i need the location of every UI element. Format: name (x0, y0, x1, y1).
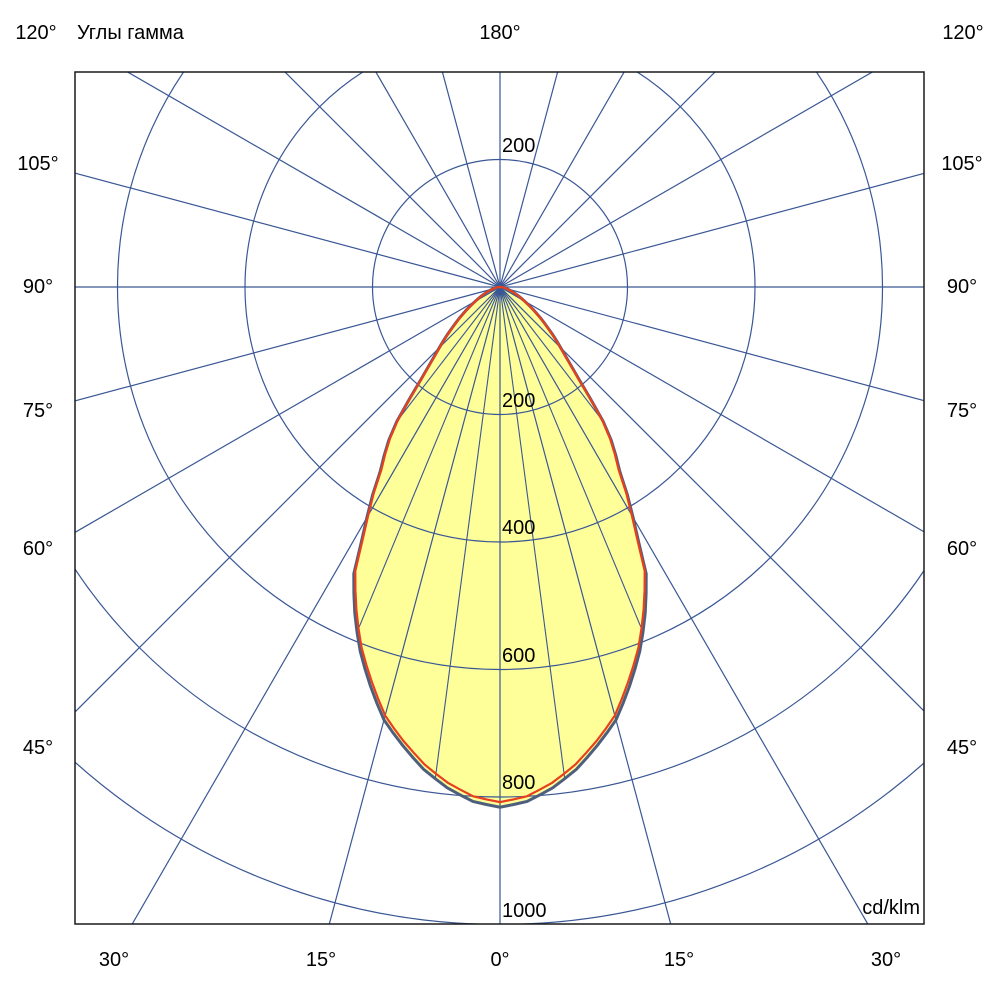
radial-value-label: 1000 (502, 900, 547, 922)
grid-ray-30 (499, 286, 869, 924)
grid-ray-225 (284, 72, 501, 288)
radial-value-label: 400 (502, 517, 535, 539)
grid-ray-60 (499, 286, 924, 533)
beam-minor-ray (499, 287, 647, 808)
gamma-angle-label-left: 60° (23, 538, 53, 560)
gamma-angle-label-left: 75° (23, 400, 53, 422)
grid-ray-285 (75, 286, 501, 402)
radial-value-label: 600 (502, 645, 535, 667)
grid-ray-75 (499, 286, 924, 402)
beam-minor-ray (353, 287, 501, 808)
grid-ray-105 (499, 172, 924, 288)
unit-label: cd/klm (862, 897, 920, 919)
gamma-angle-label-right: 90° (947, 276, 977, 298)
corner-angle-label-right: 120° (942, 22, 984, 44)
grid-ray-255 (75, 172, 501, 288)
corner-angle-label-left: 120° (15, 22, 57, 44)
grid-ray-315 (75, 286, 501, 713)
beam-minor-ray (499, 287, 626, 808)
gamma-angle-label-bottom: 30° (871, 949, 901, 971)
radial-value-label: 200 (502, 390, 535, 412)
gamma-angle-label-right: 60° (947, 538, 977, 560)
grid-ray-150 (499, 72, 625, 288)
beam-minor-ray (374, 287, 501, 808)
gamma-angle-label-left: 90° (23, 276, 53, 298)
grid-ray-135 (499, 72, 716, 288)
grid-ray-210 (375, 72, 501, 288)
radial-value-label: 200 (502, 135, 535, 157)
grid-ray-195 (441, 72, 501, 288)
plot-border (74, 71, 925, 925)
grid-ray-300 (75, 286, 501, 534)
radial-value-label: 800 (502, 772, 535, 794)
grid-ray-330 (131, 286, 501, 924)
gamma-angle-label-right: 75° (947, 400, 977, 422)
gamma-angle-label-bottom: 15° (306, 949, 336, 971)
grid-ray-45 (499, 286, 924, 712)
radial-value-labels: 200 200 400 600 800 1000 (502, 135, 547, 922)
grid-ray-345 (328, 286, 501, 924)
gamma-angle-label-right: 105° (941, 153, 982, 175)
top-angle-label: 180° (479, 22, 521, 44)
gamma-angle-label-left: 105° (17, 153, 58, 175)
grid-ray-15 (499, 286, 672, 924)
grid-ray-120 (499, 72, 874, 288)
gamma-angle-label-right: 45° (947, 737, 977, 759)
grid-ray-165 (499, 72, 559, 288)
gamma-angle-label-bottom: 30° (99, 949, 129, 971)
chart-title: Углы гамма (77, 22, 184, 44)
beam-curve-c0-c180 (354, 285, 646, 804)
grid-ray-240 (126, 72, 501, 288)
gamma-angle-label-bottom: 0° (490, 949, 509, 971)
gamma-angle-label-left: 45° (23, 737, 53, 759)
gamma-angle-label-bottom: 15° (664, 949, 694, 971)
